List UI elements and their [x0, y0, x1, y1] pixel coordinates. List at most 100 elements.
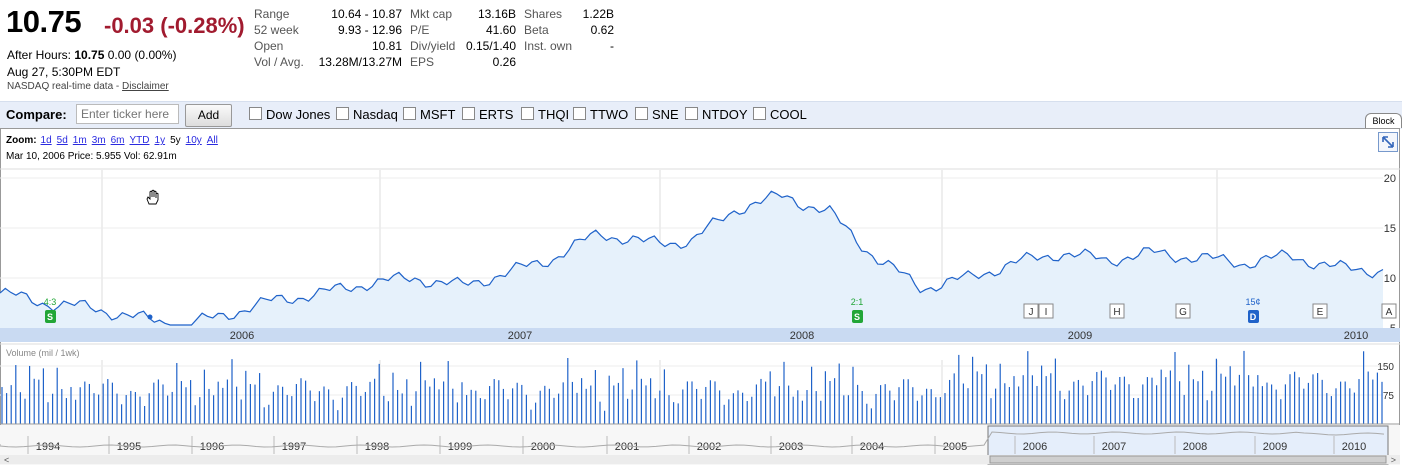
overview-year-label: 2010: [1342, 441, 1366, 453]
compare-checkbox[interactable]: THQI: [521, 107, 569, 122]
checkbox-box[interactable]: [753, 107, 766, 120]
fullscreen-icon[interactable]: [1378, 132, 1398, 152]
overview-year-label: 1998: [365, 441, 389, 453]
event-marker-icon[interactable]: [1248, 310, 1259, 323]
checkbox-label: NTDOY: [702, 107, 748, 122]
checkbox-label: MSFT: [420, 107, 456, 122]
after-hours: After Hours: 10.75 0.00 (0.00%): [7, 48, 176, 62]
news-flag-letter: I: [1045, 307, 1048, 318]
news-flag[interactable]: [1109, 303, 1125, 319]
stat-value: -: [610, 39, 614, 53]
overview-line: [0, 431, 1385, 448]
stat-label: Beta: [524, 23, 549, 37]
overview-year-label: 2006: [1023, 441, 1047, 453]
overview-scrollbar[interactable]: [0, 455, 1400, 464]
zoom-option: 5y: [170, 135, 181, 146]
overview-year-label: 2008: [1183, 441, 1207, 453]
price-line: [0, 190, 1384, 326]
overview-scroll-thumb[interactable]: [989, 455, 1387, 464]
stat-label: P/E: [410, 23, 430, 37]
stat-label: 52 week: [254, 23, 299, 37]
zoom-option[interactable]: 10y: [185, 135, 202, 146]
zoom-option[interactable]: 1d: [40, 135, 52, 146]
overview-year-label: 1995: [117, 441, 141, 453]
year-band: [0, 328, 1400, 342]
news-flag[interactable]: [1023, 303, 1039, 319]
checkbox-label: Nasdaq: [353, 107, 398, 122]
news-flag[interactable]: [1312, 303, 1328, 319]
ticker-input[interactable]: [76, 104, 179, 124]
compare-checkbox[interactable]: ERTS: [462, 107, 513, 122]
checkbox-label: COOL: [770, 107, 807, 122]
checkbox-box[interactable]: [685, 107, 698, 120]
after-hours-change: 0.00 (0.00%): [107, 48, 177, 62]
checkbox-box[interactable]: [336, 107, 349, 120]
stat-value: 13.28M/13.27M: [318, 55, 402, 69]
chart-canvas[interactable]: 2015105200620072008200920104:3S2:1S15¢DJ…: [0, 128, 1400, 465]
zoom-option[interactable]: 5d: [56, 135, 68, 146]
volume-tick-label: 150: [1377, 362, 1394, 373]
compare-checkbox[interactable]: MSFT: [403, 107, 455, 122]
hand-cursor-icon: [146, 189, 159, 205]
news-flag[interactable]: [1381, 303, 1397, 319]
volume-label: Volume (mil / 1wk): [6, 348, 80, 358]
checkbox-box[interactable]: [573, 107, 586, 120]
zoom-option[interactable]: 1m: [72, 135, 87, 146]
stat-label: Mkt cap: [410, 7, 453, 21]
zoom-option[interactable]: 1y: [154, 135, 166, 146]
stat-label: Div/yield: [410, 39, 456, 53]
y-tick-label: 15: [1384, 223, 1396, 235]
overview-year-label: 1994: [36, 441, 60, 453]
compare-checkbox[interactable]: Dow Jones: [249, 107, 330, 122]
checkbox-box[interactable]: [521, 107, 534, 120]
overview-year-label: 2000: [531, 441, 555, 453]
checkbox-label: THQI: [538, 107, 570, 122]
news-flag[interactable]: [1175, 303, 1191, 319]
disclaimer-link[interactable]: Disclaimer: [122, 81, 169, 92]
news-flag-letter: H: [1113, 307, 1120, 318]
compare-bar: [0, 101, 1402, 129]
event-label: 4:3: [44, 297, 57, 307]
add-button[interactable]: Add: [185, 104, 232, 127]
checkbox-box[interactable]: [462, 107, 475, 120]
overview-year-label: 2004: [860, 441, 884, 453]
zoom-option[interactable]: 6m: [110, 135, 125, 146]
event-marker-icon[interactable]: [852, 310, 863, 323]
checkbox-box[interactable]: [635, 107, 648, 120]
zoom-option[interactable]: YTD: [129, 135, 150, 146]
news-flag-letter: G: [1179, 307, 1187, 318]
year-label: 2009: [1068, 330, 1092, 342]
event-marker-letter: D: [1250, 312, 1257, 322]
compare-checkbox[interactable]: COOL: [753, 107, 807, 122]
zoom-bar: Zoom: 1d 5d 1m 3m 6m YTD 1y 5y 10y All: [6, 135, 223, 146]
stat-value: 13.16B: [477, 7, 516, 21]
compare-checkbox[interactable]: Nasdaq: [336, 107, 398, 122]
y-tick-label: 20: [1384, 173, 1396, 185]
checkbox-label: SNE: [652, 107, 679, 122]
zoom-option[interactable]: 3m: [91, 135, 106, 146]
compare-checkbox[interactable]: NTDOY: [685, 107, 748, 122]
event-label: 2:1: [851, 297, 864, 307]
year-label: 2007: [508, 330, 532, 342]
event-marker-letter: S: [47, 312, 53, 322]
checkbox-box[interactable]: [249, 107, 262, 120]
scroll-right-icon: >: [1391, 455, 1396, 465]
zoom-label: Zoom:: [6, 135, 37, 146]
news-flag-letter: A: [1386, 307, 1393, 318]
compare-checkbox[interactable]: SNE: [635, 107, 679, 122]
stat-value: 10.64 - 10.87: [331, 7, 402, 21]
compare-checkbox[interactable]: TTWO: [573, 107, 628, 122]
event-marker-icon[interactable]: [45, 310, 56, 323]
block-button[interactable]: Block: [1365, 113, 1402, 128]
overview-year-label: 2003: [779, 441, 803, 453]
news-flag[interactable]: [1038, 303, 1054, 319]
checkbox-box[interactable]: [403, 107, 416, 120]
zoom-option[interactable]: All: [206, 135, 218, 146]
stat-value: 0.15/1.40: [465, 39, 516, 53]
overview-year-label: 1997: [282, 441, 306, 453]
stat-value: 41.60: [485, 23, 516, 37]
stat-label: Inst. own: [524, 39, 573, 53]
news-flag-letter: J: [1029, 307, 1034, 318]
stat-label: Open: [254, 39, 284, 53]
after-hours-label: After Hours:: [7, 48, 72, 62]
